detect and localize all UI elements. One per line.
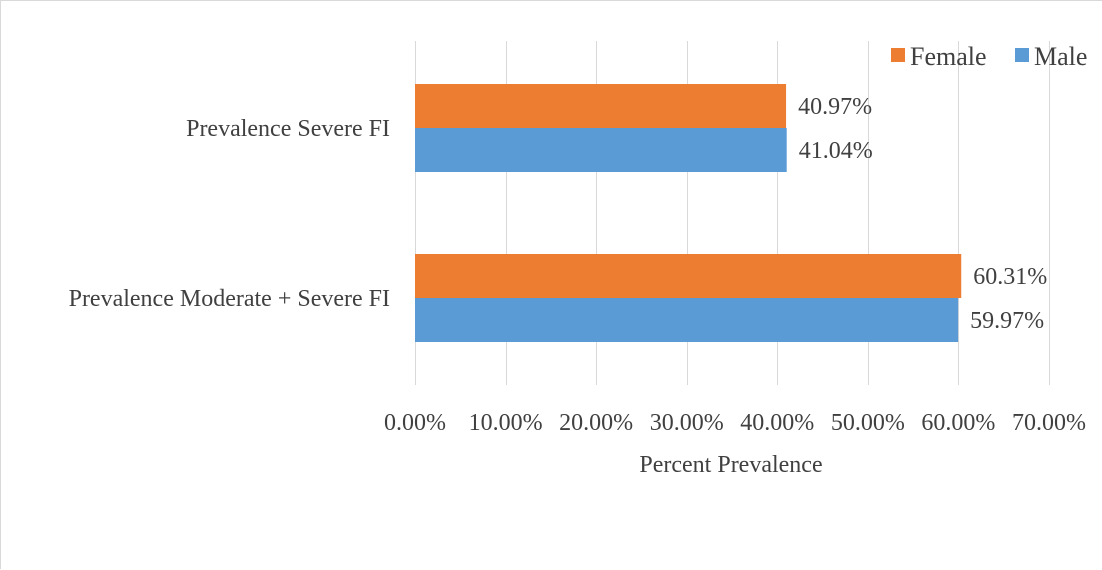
bar-male-0 (415, 128, 787, 172)
legend-swatch-female (891, 48, 905, 62)
bars (415, 84, 962, 342)
bar-female-1 (415, 254, 962, 298)
data-label: 60.31% (973, 264, 1047, 290)
legend-label-male: Male (1034, 42, 1087, 71)
legend-label-female: Female (910, 42, 987, 71)
data-labels: 40.97% 41.04% 60.31% 59.97% (798, 94, 1047, 334)
x-tick-label: 10.00% (469, 410, 543, 436)
legend-swatch-male (1015, 48, 1029, 62)
x-tick-label: 40.00% (740, 410, 814, 436)
x-tick-labels: 0.00% 10.00% 20.00% 30.00% 40.00% 50.00% 60.00… (384, 410, 1086, 436)
legend: Female Male (891, 42, 1087, 71)
data-label: 41.04% (799, 138, 873, 164)
category-label: Prevalence Moderate + Severe FI (69, 286, 390, 312)
category-labels: Prevalence Severe FI Prevalence Moderate … (69, 116, 390, 312)
x-tick-label: 30.00% (650, 410, 724, 436)
x-tick-label: 20.00% (559, 410, 633, 436)
x-tick-label: 60.00% (921, 410, 995, 436)
data-label: 59.97% (970, 308, 1044, 334)
bar-male-1 (415, 298, 959, 342)
x-tick-label: 50.00% (831, 410, 905, 436)
bar-female-0 (415, 84, 787, 128)
x-tick-label: 70.00% (1012, 410, 1086, 436)
data-label: 40.97% (798, 94, 872, 120)
category-label: Prevalence Severe FI (186, 116, 390, 142)
x-tick-label: 0.00% (384, 410, 446, 436)
x-axis-title: Percent Prevalence (639, 452, 822, 478)
